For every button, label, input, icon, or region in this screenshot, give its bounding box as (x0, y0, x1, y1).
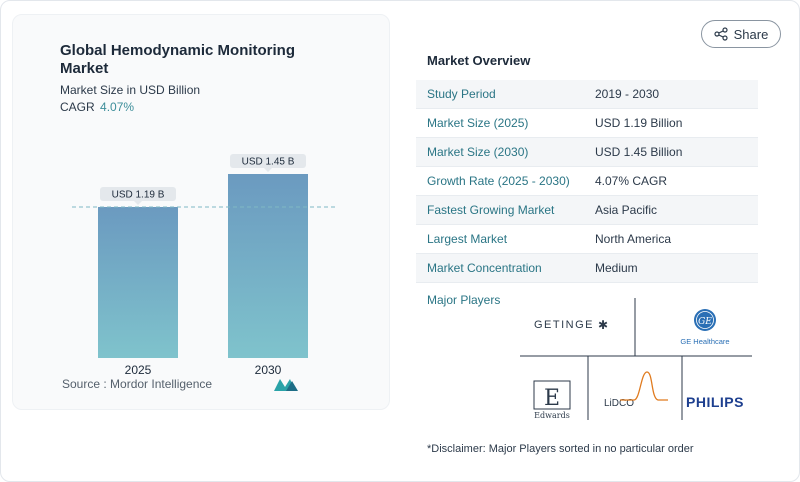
overview-value: 4.07% CAGR (595, 174, 668, 188)
data-label-pill (100, 186, 176, 201)
overview-row-largest-market: Largest Market North America (416, 225, 758, 254)
overview-label: Study Period (427, 87, 496, 101)
data-label: USD 1.45 B (242, 157, 295, 168)
bar-2030 (228, 174, 308, 358)
overview-label: Fastest Growing Market (427, 203, 555, 217)
edwards-logo-icon: E (533, 380, 571, 411)
data-label-pill (230, 154, 306, 168)
overview-label: Growth Rate (2025 - 2030) (427, 174, 570, 188)
overview-label: Market Size (2030) (427, 145, 529, 159)
overview-value: North America (595, 232, 672, 246)
category-label: 2030 (255, 363, 282, 377)
overview-row-market-size-2025: Market Size (2025) USD 1.19 Billion (416, 109, 758, 138)
overview-value: USD 1.45 Billion (595, 145, 683, 159)
overview-row-concentration: Market Concentration Medium (416, 254, 758, 283)
players-grid-lines (520, 298, 752, 420)
chart-subtitle: Market Size in USD Billion (60, 83, 201, 97)
chart-source: Source : Mordor Intelligence (62, 377, 213, 391)
getinge-star-icon: ✱ (598, 318, 608, 332)
data-label: USD 1.19 B (112, 189, 165, 200)
edwards-logo: Edwards (534, 411, 570, 420)
overview-table: Study Period 2019 - 2030 Market Size (20… (416, 80, 758, 283)
overview-row-market-size-2030: Market Size (2030) USD 1.45 Billion (416, 138, 758, 167)
chart-title: Global Hemodynamic Monitoring Market (60, 42, 296, 77)
bar-chart: USD 1.19 B 2025 USD 1.45 B 2030 (72, 154, 336, 377)
share-icon (714, 27, 728, 41)
overview-title: Market Overview (427, 53, 531, 68)
philips-logo: PHILIPS (686, 394, 744, 410)
data-label-pointer (264, 168, 272, 172)
share-button[interactable]: Share (701, 20, 781, 48)
lidco-logo: LiDCO (604, 398, 634, 409)
bar-2025 (98, 206, 178, 358)
overview-value: Medium (595, 261, 638, 275)
data-label-pointer (134, 200, 142, 205)
overview-label: Market Concentration (427, 261, 542, 275)
share-label: Share (733, 26, 769, 42)
category-label: 2025 (125, 363, 152, 377)
disclaimer: *Disclaimer: Major Players sorted in no … (427, 443, 694, 455)
chart-card (12, 14, 390, 410)
svg-text:E: E (544, 386, 560, 411)
overview-label: Largest Market (427, 232, 508, 246)
major-players-title: Major Players (427, 293, 501, 307)
ge-healthcare-logo: GE Healthcare (680, 337, 729, 346)
cagr-value: 4.07% (100, 100, 135, 114)
overview-row-study-period: Study Period 2019 - 2030 (416, 80, 758, 109)
mordor-logo-icon (274, 379, 298, 391)
cagr-label: CAGR (60, 100, 95, 114)
getinge-logo: GETINGE (534, 319, 594, 331)
overview-row-fastest-growing: Fastest Growing Market Asia Pacific (416, 196, 758, 225)
lidco-wave-icon (620, 371, 668, 401)
chart-cagr: CAGR 4.07% (60, 100, 134, 114)
overview-value: Asia Pacific (595, 203, 658, 217)
overview-label: Market Size (2025) (427, 116, 529, 130)
overview-row-growth-rate: Growth Rate (2025 - 2030) 4.07% CAGR (416, 167, 758, 196)
ge-monogram: GE (698, 317, 712, 327)
overview-value: 2019 - 2030 (595, 87, 660, 101)
ge-logo-icon: GE (694, 309, 716, 331)
overview-value: USD 1.19 Billion (595, 116, 683, 130)
